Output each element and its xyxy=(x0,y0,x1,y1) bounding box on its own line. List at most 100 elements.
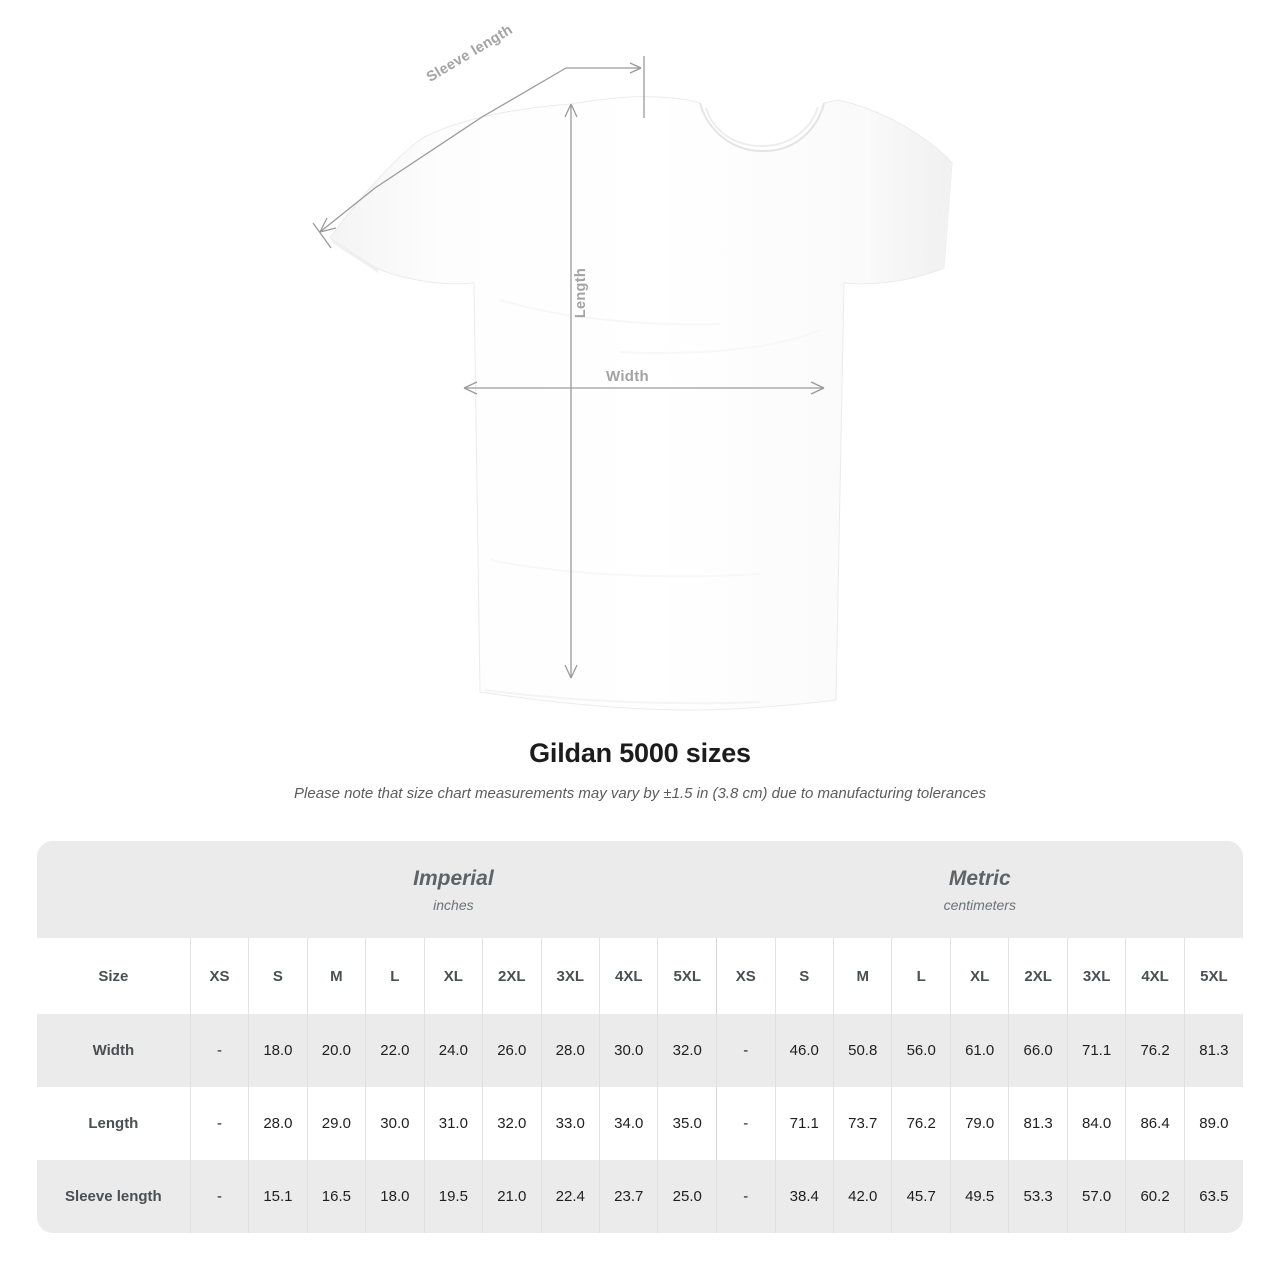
size-header-imperial-xl: XL xyxy=(423,938,483,1014)
tshirt-diagram: Sleeve length Length Width xyxy=(312,22,953,711)
row-label-length: Length xyxy=(37,1087,191,1160)
unit-banner-row: Imperial inches Metric centimeters xyxy=(37,841,1243,938)
size-header-imperial-xs: XS xyxy=(189,938,249,1014)
unit-sub-imperial: inches xyxy=(433,897,474,914)
size-header-imperial-2xl: 2XL xyxy=(482,938,542,1014)
cell-length-metric-s: 71.1 xyxy=(774,1087,834,1160)
length-arrowhead-bottom xyxy=(564,664,578,679)
size-header-imperial-4xl: 4XL xyxy=(599,938,658,1014)
size-header-imperial-3xl: 3XL xyxy=(540,938,600,1014)
size-table: Imperial inches Metric centimeters Size … xyxy=(37,841,1243,1233)
size-header-metric-3xl: 3XL xyxy=(1066,938,1126,1014)
cell-width-metric-m: 50.8 xyxy=(832,1014,892,1087)
cell-width-imperial-s: 18.0 xyxy=(248,1014,308,1087)
cell-sleeve-imperial-xl: 19.5 xyxy=(423,1160,483,1233)
table-row-width: Width - 18.0 20.0 22.0 24.0 26.0 28.0 30… xyxy=(37,1014,1243,1087)
cell-length-imperial-2xl: 32.0 xyxy=(482,1087,542,1160)
cell-length-metric-l: 76.2 xyxy=(891,1087,951,1160)
cell-sleeve-metric-xl: 49.5 xyxy=(949,1160,1009,1233)
measurement-annotations xyxy=(312,56,825,679)
cell-length-imperial-l: 30.0 xyxy=(365,1087,425,1160)
cell-width-metric-2xl: 66.0 xyxy=(1008,1014,1068,1087)
cell-width-imperial-m: 20.0 xyxy=(306,1014,366,1087)
cell-width-imperial-l: 22.0 xyxy=(365,1014,425,1087)
size-header-metric-xs: XS xyxy=(716,938,776,1014)
table-row-sleeve-length: Sleeve length - 15.1 16.5 18.0 19.5 21.0… xyxy=(37,1160,1243,1233)
unit-banner-corner xyxy=(37,841,191,938)
tshirt-illustration xyxy=(312,56,953,711)
cell-length-metric-m: 73.7 xyxy=(832,1087,892,1160)
sleeve-hem-tick xyxy=(312,222,332,249)
size-header-imperial-l: L xyxy=(365,938,425,1014)
size-header-row: Size XS S M L XL 2XL 3XL 4XL 5XL XS S M … xyxy=(37,938,1243,1014)
cell-width-metric-l: 56.0 xyxy=(891,1014,951,1087)
cell-length-imperial-xl: 31.0 xyxy=(423,1087,483,1160)
fabric-fold xyxy=(499,299,721,326)
cell-sleeve-metric-2xl: 53.3 xyxy=(1008,1160,1068,1233)
tolerance-note: Please note that size chart measurements… xyxy=(294,785,986,802)
width-arrowhead-right xyxy=(810,381,825,395)
cell-length-metric-3xl: 84.0 xyxy=(1066,1087,1126,1160)
size-header-imperial-m: M xyxy=(306,938,366,1014)
size-header-metric-s: S xyxy=(774,938,834,1014)
cell-width-imperial-4xl: 30.0 xyxy=(599,1014,658,1087)
cell-length-metric-xs: - xyxy=(716,1087,776,1160)
unit-group-imperial: Imperial inches xyxy=(190,841,717,938)
cell-sleeve-imperial-m: 16.5 xyxy=(306,1160,366,1233)
cell-sleeve-imperial-4xl: 23.7 xyxy=(599,1160,658,1233)
cell-length-metric-5xl: 89.0 xyxy=(1183,1087,1243,1160)
cell-width-metric-4xl: 76.2 xyxy=(1125,1014,1185,1087)
sleeve-length-arrowhead-left xyxy=(319,217,337,233)
cell-length-imperial-3xl: 33.0 xyxy=(540,1087,600,1160)
cell-width-metric-3xl: 71.1 xyxy=(1066,1014,1126,1087)
cell-length-imperial-s: 28.0 xyxy=(248,1087,308,1160)
cell-length-metric-4xl: 86.4 xyxy=(1125,1087,1185,1160)
cell-sleeve-metric-xs: - xyxy=(716,1160,776,1233)
size-header-label: Size xyxy=(37,938,191,1014)
width-arrowhead-left xyxy=(463,381,478,395)
cell-sleeve-imperial-3xl: 22.4 xyxy=(540,1160,600,1233)
cell-sleeve-metric-s: 38.4 xyxy=(774,1160,834,1233)
unit-name-imperial: Imperial xyxy=(413,866,494,890)
cell-length-metric-2xl: 81.3 xyxy=(1008,1087,1068,1160)
page-title: Gildan 5000 sizes xyxy=(529,738,751,768)
cell-width-imperial-5xl: 32.0 xyxy=(657,1014,717,1087)
fabric-fold xyxy=(489,559,761,578)
left-sleeve-hem xyxy=(330,238,380,274)
tshirt-shape xyxy=(329,96,953,711)
cell-length-metric-xl: 79.0 xyxy=(949,1087,1009,1160)
unit-group-metric: Metric centimeters xyxy=(716,841,1243,938)
length-arrowhead-top xyxy=(564,103,578,118)
fabric-fold xyxy=(619,329,821,354)
size-header-imperial-5xl: 5XL xyxy=(657,938,717,1014)
size-header-metric-xl: XL xyxy=(949,938,1009,1014)
size-header-imperial-s: S xyxy=(248,938,308,1014)
size-header-metric-m: M xyxy=(832,938,892,1014)
cell-width-metric-xl: 61.0 xyxy=(949,1014,1009,1087)
cell-width-metric-s: 46.0 xyxy=(774,1014,834,1087)
size-header-metric-2xl: 2XL xyxy=(1008,938,1068,1014)
collar-outer xyxy=(699,102,825,153)
size-table-container: Imperial inches Metric centimeters Size … xyxy=(37,841,1243,1233)
unit-name-metric: Metric xyxy=(948,866,1011,890)
hem-line xyxy=(483,689,761,705)
sleeve-length-line xyxy=(319,67,567,233)
cell-length-imperial-xs: - xyxy=(189,1087,249,1160)
unit-sub-metric: centimeters xyxy=(943,897,1016,914)
cell-sleeve-imperial-5xl: 25.0 xyxy=(657,1160,717,1233)
cell-sleeve-metric-3xl: 57.0 xyxy=(1066,1160,1126,1233)
tshirt-body xyxy=(329,96,953,711)
width-label: Width xyxy=(606,368,650,385)
size-header-metric-5xl: 5XL xyxy=(1183,938,1243,1014)
cell-width-metric-5xl: 81.3 xyxy=(1183,1014,1243,1087)
cell-width-imperial-xs: - xyxy=(189,1014,249,1087)
chart-heading: Gildan 5000 sizes Please note that size … xyxy=(0,738,1280,802)
cell-sleeve-imperial-s: 15.1 xyxy=(248,1160,308,1233)
cell-width-imperial-3xl: 28.0 xyxy=(540,1014,600,1087)
cell-length-imperial-4xl: 34.0 xyxy=(599,1087,658,1160)
cell-width-imperial-2xl: 26.0 xyxy=(482,1014,542,1087)
cell-length-imperial-m: 29.0 xyxy=(306,1087,366,1160)
cell-sleeve-metric-4xl: 60.2 xyxy=(1125,1160,1185,1233)
cell-width-metric-xs: - xyxy=(716,1014,776,1087)
